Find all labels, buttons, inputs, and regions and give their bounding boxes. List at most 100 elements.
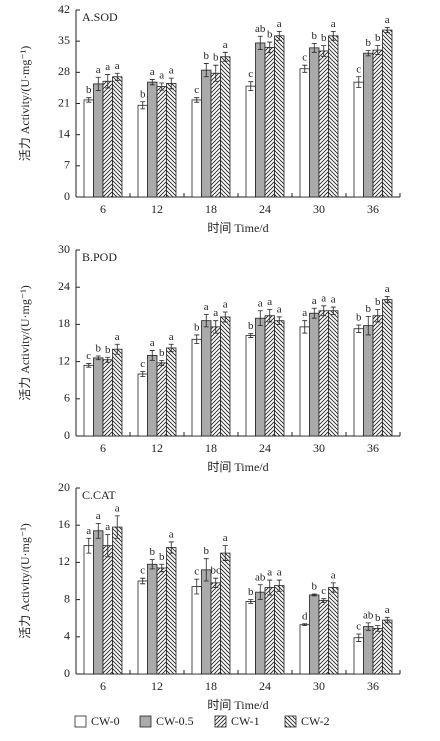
significance-letter: c (356, 621, 361, 633)
error-bar (311, 42, 317, 53)
significance-letter: a (302, 307, 307, 319)
error-bar (365, 315, 371, 336)
bar (274, 585, 285, 675)
error-bar (321, 305, 327, 317)
error-bar (222, 311, 228, 323)
bar (245, 601, 256, 675)
x-tick-label: 30 (313, 202, 325, 216)
bar (147, 354, 158, 437)
y-tick-label: 8 (64, 591, 70, 605)
bar (147, 563, 158, 675)
error-bar (194, 97, 200, 103)
y-tick-label: 14 (58, 126, 70, 140)
y-tick-label: 0 (64, 666, 70, 680)
error-bar (384, 296, 390, 304)
error-bar (248, 81, 254, 91)
significance-letter: c (302, 52, 307, 64)
error-bar (321, 45, 327, 57)
significance-letter: b (312, 30, 318, 42)
significance-letter: a (331, 294, 336, 306)
y-tick-label: 18 (58, 316, 70, 330)
significance-letter: a (169, 65, 174, 77)
error-bar (105, 74, 111, 89)
significance-letter: a (223, 532, 228, 544)
significance-letter: b (159, 347, 165, 359)
error-bar (365, 50, 371, 57)
significance-letter: a (96, 510, 101, 522)
y-tick-label: 6 (64, 391, 70, 405)
significance-letter: a (204, 301, 209, 313)
error-bar (105, 534, 111, 558)
error-bar (356, 76, 362, 88)
legend-swatch (139, 715, 152, 728)
significance-letter: b (105, 344, 111, 356)
x-tick-label: 18 (205, 202, 217, 216)
bar (264, 47, 275, 198)
error-bar (384, 26, 390, 34)
bar (93, 530, 104, 675)
error-bar (159, 563, 165, 573)
significance-letter: c (356, 63, 361, 75)
bar (353, 328, 364, 437)
error-bar (149, 79, 155, 86)
error-bar (276, 30, 282, 41)
error-bar (330, 30, 336, 41)
error-bar (330, 582, 336, 593)
significance-letter: a (223, 39, 228, 51)
bar (372, 315, 383, 437)
significance-letter: b (159, 551, 165, 563)
significance-letter: b (366, 37, 372, 49)
x-tick-label: 12 (151, 441, 163, 455)
significance-letter: c (140, 565, 145, 577)
error-bar (95, 355, 101, 361)
bar (328, 310, 339, 437)
bar (137, 580, 148, 675)
x-tick-label: 24 (259, 441, 271, 455)
significance-letter: c (86, 350, 91, 362)
bar (201, 69, 212, 198)
error-bar (114, 72, 120, 81)
bar (309, 594, 320, 675)
bar (210, 582, 221, 675)
error-bar (267, 579, 273, 596)
legend-label: CW-0 (91, 714, 120, 728)
error-bar (311, 307, 317, 319)
error-bar (168, 77, 174, 90)
bar (83, 99, 94, 198)
bar (156, 86, 167, 198)
error-bar (95, 522, 101, 539)
x-tick-label: 6 (100, 202, 106, 216)
error-bar (203, 558, 209, 582)
significance-letter: b (375, 32, 381, 44)
error-bar (267, 41, 273, 54)
significance-letter: a (277, 567, 282, 579)
error-bar (257, 35, 263, 51)
bar (210, 72, 221, 198)
y-axis-label: 活力 Activity/(U·mg⁻¹) (18, 523, 32, 639)
bar (382, 299, 393, 437)
error-bar (140, 101, 146, 110)
significance-letter: a (169, 528, 174, 540)
y-tick-label: 21 (58, 95, 70, 109)
significance-letter: c (321, 585, 326, 597)
error-bar (213, 577, 219, 588)
significance-letter: a (150, 66, 155, 78)
error-bar (168, 343, 174, 353)
x-tick-label: 18 (205, 679, 217, 693)
significance-letter: a (267, 567, 272, 579)
error-bar (257, 310, 263, 327)
significance-letter: b (267, 29, 273, 41)
x-tick-label: 30 (313, 441, 325, 455)
legend-swatch (74, 715, 87, 728)
bar (372, 49, 383, 198)
legend-swatch (214, 715, 227, 728)
bar (309, 47, 320, 198)
significance-letter: a (159, 70, 164, 82)
error-bar (384, 616, 390, 624)
significance-letter: a (115, 331, 120, 343)
error-bar (168, 541, 174, 554)
bar (353, 637, 364, 675)
significance-letter: b (204, 545, 210, 557)
bar (191, 99, 202, 198)
significance-letter: c (248, 68, 253, 80)
